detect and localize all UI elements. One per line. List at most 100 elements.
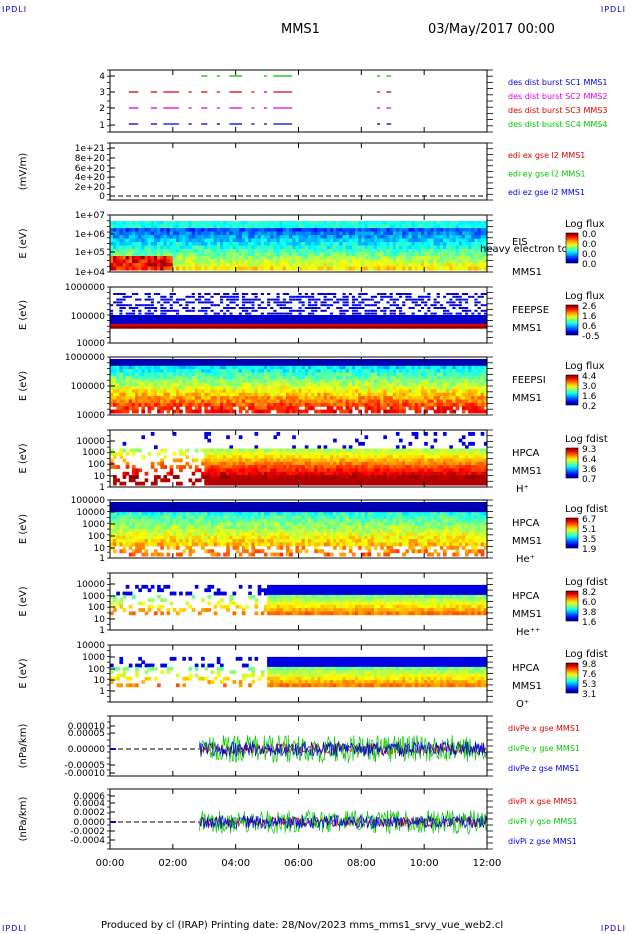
corner-label-bl: IPDLI [2, 924, 28, 933]
colorbar [565, 232, 579, 264]
y-tick-label: 100000 [71, 312, 106, 322]
colorbar-title: Log fdist [565, 434, 608, 445]
y-tick-label: 0.0000 [74, 818, 106, 828]
datetime-title: 03/May/2017 00:00 [428, 22, 555, 37]
legend-label: divPi x gse MMS1 [508, 797, 577, 806]
colorbar-tick-label: 1.6 [582, 618, 597, 628]
corner-label-br: IPDLI [600, 924, 626, 933]
side-label: MMS1 [512, 323, 542, 334]
colorbar-tick-label: 0.6 [582, 322, 597, 332]
colorbar-title: Log fdist [565, 649, 608, 660]
y-tick-label: -0.00010 [65, 769, 106, 779]
x-tick-label: 08:00 [347, 858, 376, 869]
y-tick-label: 1000 [82, 592, 105, 602]
corner-label-tl: IPDLI [2, 5, 28, 14]
series-line [199, 735, 488, 764]
x-tick-label: 10:00 [410, 858, 439, 869]
y-tick-label: -0.0002 [70, 827, 105, 837]
side-label: MMS1 [512, 466, 542, 477]
y-tick-label: 4e+20 [75, 173, 106, 183]
y-axis-label: E (eV) [18, 300, 29, 330]
colorbar-tick-label: 7.6 [582, 670, 597, 680]
colorbar-tick-label: 3.5 [582, 535, 596, 545]
side-label: O⁺ [516, 699, 529, 710]
y-tick-label: 100 [88, 603, 105, 613]
y-tick-label: 10 [94, 615, 106, 625]
panel-frame-0 [109, 69, 488, 133]
y-tick-label: 1000 [82, 448, 105, 458]
y-tick-label: 1000000 [65, 353, 105, 363]
spacecraft-title: MMS1 [281, 22, 320, 37]
y-tick-label: 1e+04 [75, 268, 106, 278]
y-tick-label: 1 [99, 121, 105, 131]
x-tick-label: 02:00 [158, 858, 187, 869]
colorbar-tick-label: 0.0 [582, 230, 597, 240]
colorbar-tick-label: 5.1 [582, 525, 596, 535]
spectrogram-8 [110, 656, 488, 688]
colorbar [565, 662, 579, 694]
y-axis-label: E (eV) [18, 658, 29, 688]
y-axis-label: E (eV) [18, 228, 29, 258]
colorbar-tick-label: 5.3 [582, 680, 596, 690]
y-tick-label: 1e+06 [75, 230, 106, 240]
series-line [199, 814, 488, 830]
colorbar-tick-label: 0.7 [582, 475, 596, 485]
y-tick-label: 10 [94, 472, 106, 482]
y-tick-label: 1 [99, 626, 105, 636]
colorbar-title: Log fdist [565, 577, 608, 588]
y-axis-label: E (eV) [18, 586, 29, 616]
y-tick-label: 1 [99, 687, 105, 697]
y-axis-label: E (eV) [18, 514, 29, 544]
y-tick-label: 2e+20 [75, 183, 106, 193]
side-label: MMS1 [512, 681, 542, 692]
legend-label: divPe z gse MMS1 [508, 764, 579, 773]
x-tick-label: 04:00 [221, 858, 250, 869]
y-tick-label: 1 [99, 554, 105, 564]
y-tick-label: 100 [88, 460, 105, 470]
y-tick-label: -0.00005 [65, 761, 105, 771]
legend-label: divPe x gse MMS1 [508, 724, 580, 733]
colorbar-tick-label: 6.4 [582, 455, 597, 465]
y-axis-label: (mV/m) [18, 153, 29, 191]
y-tick-label: 4 [99, 72, 105, 82]
colorbar-tick-label: 6.0 [582, 598, 597, 608]
colorbar-title: Log flux [565, 291, 605, 302]
y-tick-label: 2 [99, 104, 105, 114]
spectrogram-6 [110, 502, 488, 557]
colorbar-title: Log fdist [565, 504, 608, 515]
colorbar-tick-label: 9.8 [582, 660, 597, 670]
y-tick-label: 1000 [82, 520, 105, 530]
y-tick-label: 0.0004 [74, 799, 106, 809]
side-label: He⁺ [516, 554, 535, 565]
side-label: EIS [512, 237, 528, 248]
spectrogram-5 [110, 432, 488, 486]
panel-frame-1 [109, 142, 488, 201]
colorbar-tick-label: 1.6 [582, 392, 597, 402]
side-label: MMS1 [512, 267, 542, 278]
y-tick-label: 0.00000 [68, 745, 105, 755]
x-tick-label: 00:00 [96, 858, 125, 869]
y-axis-label: E (eV) [18, 443, 29, 473]
colorbar-tick-label: 4.4 [582, 372, 597, 382]
y-tick-label: 10000 [76, 508, 105, 518]
legend-label: divPi z gse MMS1 [508, 837, 577, 846]
x-tick-label: 06:00 [284, 858, 313, 869]
y-axis-label: (nPa/km) [18, 797, 29, 842]
colorbar-tick-label: 0.0 [582, 240, 597, 250]
y-tick-label: 100000 [71, 382, 106, 392]
y-tick-label: -0.0004 [70, 836, 105, 846]
y-tick-label: 10 [94, 544, 106, 554]
y-tick-label: 100000 [71, 496, 106, 506]
side-label: FEEPSE [512, 305, 549, 316]
legend-label: edi ez gse l2 MMS1 [508, 188, 585, 197]
side-label: H⁺ [516, 484, 529, 495]
side-label: MMS1 [512, 536, 542, 547]
spectrogram-3 [110, 293, 488, 329]
side-label: HPCA [512, 663, 540, 674]
colorbar-tick-label: 3.8 [582, 608, 597, 618]
overlay-label: heavy electron to [480, 244, 568, 255]
side-label: MMS1 [512, 609, 542, 620]
y-tick-label: 10000 [76, 437, 105, 447]
y-tick-label: 0.0002 [74, 808, 106, 818]
